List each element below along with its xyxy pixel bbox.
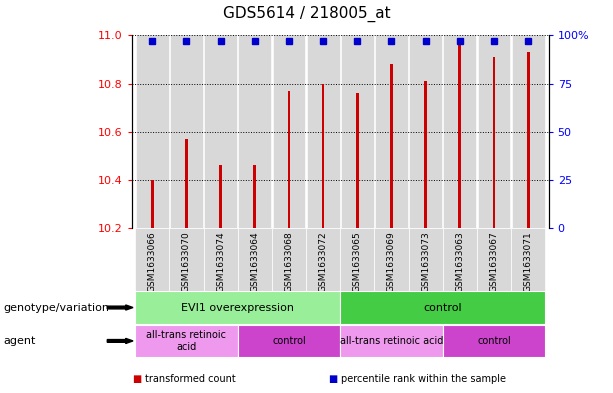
- Text: GSM1633063: GSM1633063: [455, 231, 464, 292]
- Bar: [342, 35, 373, 228]
- Text: GSM1633066: GSM1633066: [148, 231, 157, 292]
- Bar: [356, 93, 359, 228]
- Bar: [527, 52, 530, 228]
- Bar: [512, 35, 544, 228]
- Bar: [408, 228, 443, 291]
- Text: all-trans retinoic
acid: all-trans retinoic acid: [147, 330, 226, 352]
- Bar: [477, 228, 511, 291]
- Bar: [151, 180, 154, 228]
- Bar: [443, 228, 477, 291]
- Text: ■: ■: [328, 374, 337, 384]
- Bar: [238, 228, 272, 291]
- Bar: [137, 35, 168, 228]
- Text: GDS5614 / 218005_at: GDS5614 / 218005_at: [223, 6, 390, 22]
- Text: GSM1633070: GSM1633070: [182, 231, 191, 292]
- Bar: [511, 228, 545, 291]
- Text: GSM1633072: GSM1633072: [319, 231, 327, 292]
- Text: control: control: [424, 303, 462, 312]
- Bar: [287, 91, 291, 228]
- Text: control: control: [272, 336, 306, 346]
- Text: genotype/variation: genotype/variation: [3, 303, 109, 312]
- Bar: [238, 325, 340, 357]
- Bar: [340, 228, 375, 291]
- Text: control: control: [477, 336, 511, 346]
- Text: GSM1633065: GSM1633065: [353, 231, 362, 292]
- Bar: [135, 292, 340, 323]
- Bar: [169, 228, 204, 291]
- Bar: [219, 165, 222, 228]
- Text: percentile rank within the sample: percentile rank within the sample: [341, 374, 506, 384]
- Bar: [459, 45, 461, 228]
- Bar: [171, 35, 202, 228]
- Bar: [135, 228, 169, 291]
- Bar: [272, 228, 306, 291]
- Text: transformed count: transformed count: [145, 374, 236, 384]
- Text: GSM1633068: GSM1633068: [284, 231, 294, 292]
- Bar: [205, 35, 236, 228]
- Bar: [493, 57, 495, 228]
- Text: GSM1633074: GSM1633074: [216, 231, 225, 292]
- Text: GSM1633069: GSM1633069: [387, 231, 396, 292]
- Text: GSM1633073: GSM1633073: [421, 231, 430, 292]
- Bar: [479, 35, 509, 228]
- Bar: [410, 35, 441, 228]
- Text: EVI1 overexpression: EVI1 overexpression: [181, 303, 294, 312]
- Bar: [444, 35, 475, 228]
- Bar: [340, 325, 443, 357]
- Bar: [375, 228, 408, 291]
- Bar: [424, 81, 427, 228]
- Text: GSM1633064: GSM1633064: [250, 231, 259, 292]
- Bar: [443, 325, 545, 357]
- Text: GSM1633067: GSM1633067: [489, 231, 498, 292]
- Bar: [240, 35, 270, 228]
- Text: ■: ■: [132, 374, 141, 384]
- Bar: [273, 35, 304, 228]
- Text: all-trans retinoic acid: all-trans retinoic acid: [340, 336, 443, 346]
- Bar: [185, 139, 188, 228]
- Bar: [204, 228, 238, 291]
- Text: agent: agent: [3, 336, 36, 346]
- Bar: [135, 325, 238, 357]
- Bar: [306, 228, 340, 291]
- Bar: [390, 64, 393, 228]
- Bar: [253, 165, 256, 228]
- Bar: [322, 83, 324, 228]
- Bar: [376, 35, 407, 228]
- Bar: [308, 35, 338, 228]
- Text: GSM1633071: GSM1633071: [524, 231, 533, 292]
- Bar: [340, 292, 545, 323]
